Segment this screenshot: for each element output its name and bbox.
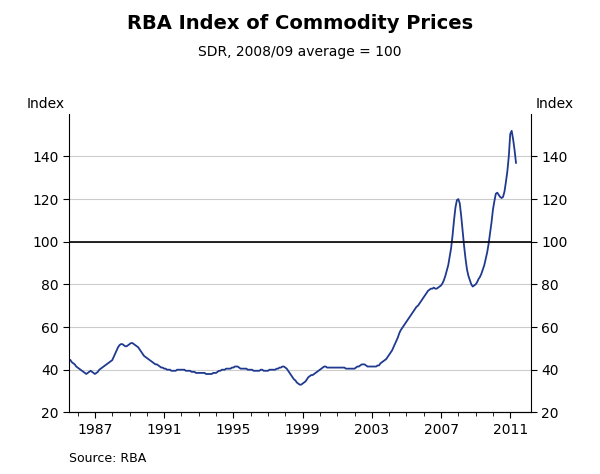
Text: RBA Index of Commodity Prices: RBA Index of Commodity Prices: [127, 14, 473, 33]
Text: Index: Index: [26, 97, 64, 111]
Text: SDR, 2008/09 average = 100: SDR, 2008/09 average = 100: [198, 45, 402, 59]
Text: Source: RBA: Source: RBA: [69, 452, 146, 465]
Text: Index: Index: [536, 97, 574, 111]
